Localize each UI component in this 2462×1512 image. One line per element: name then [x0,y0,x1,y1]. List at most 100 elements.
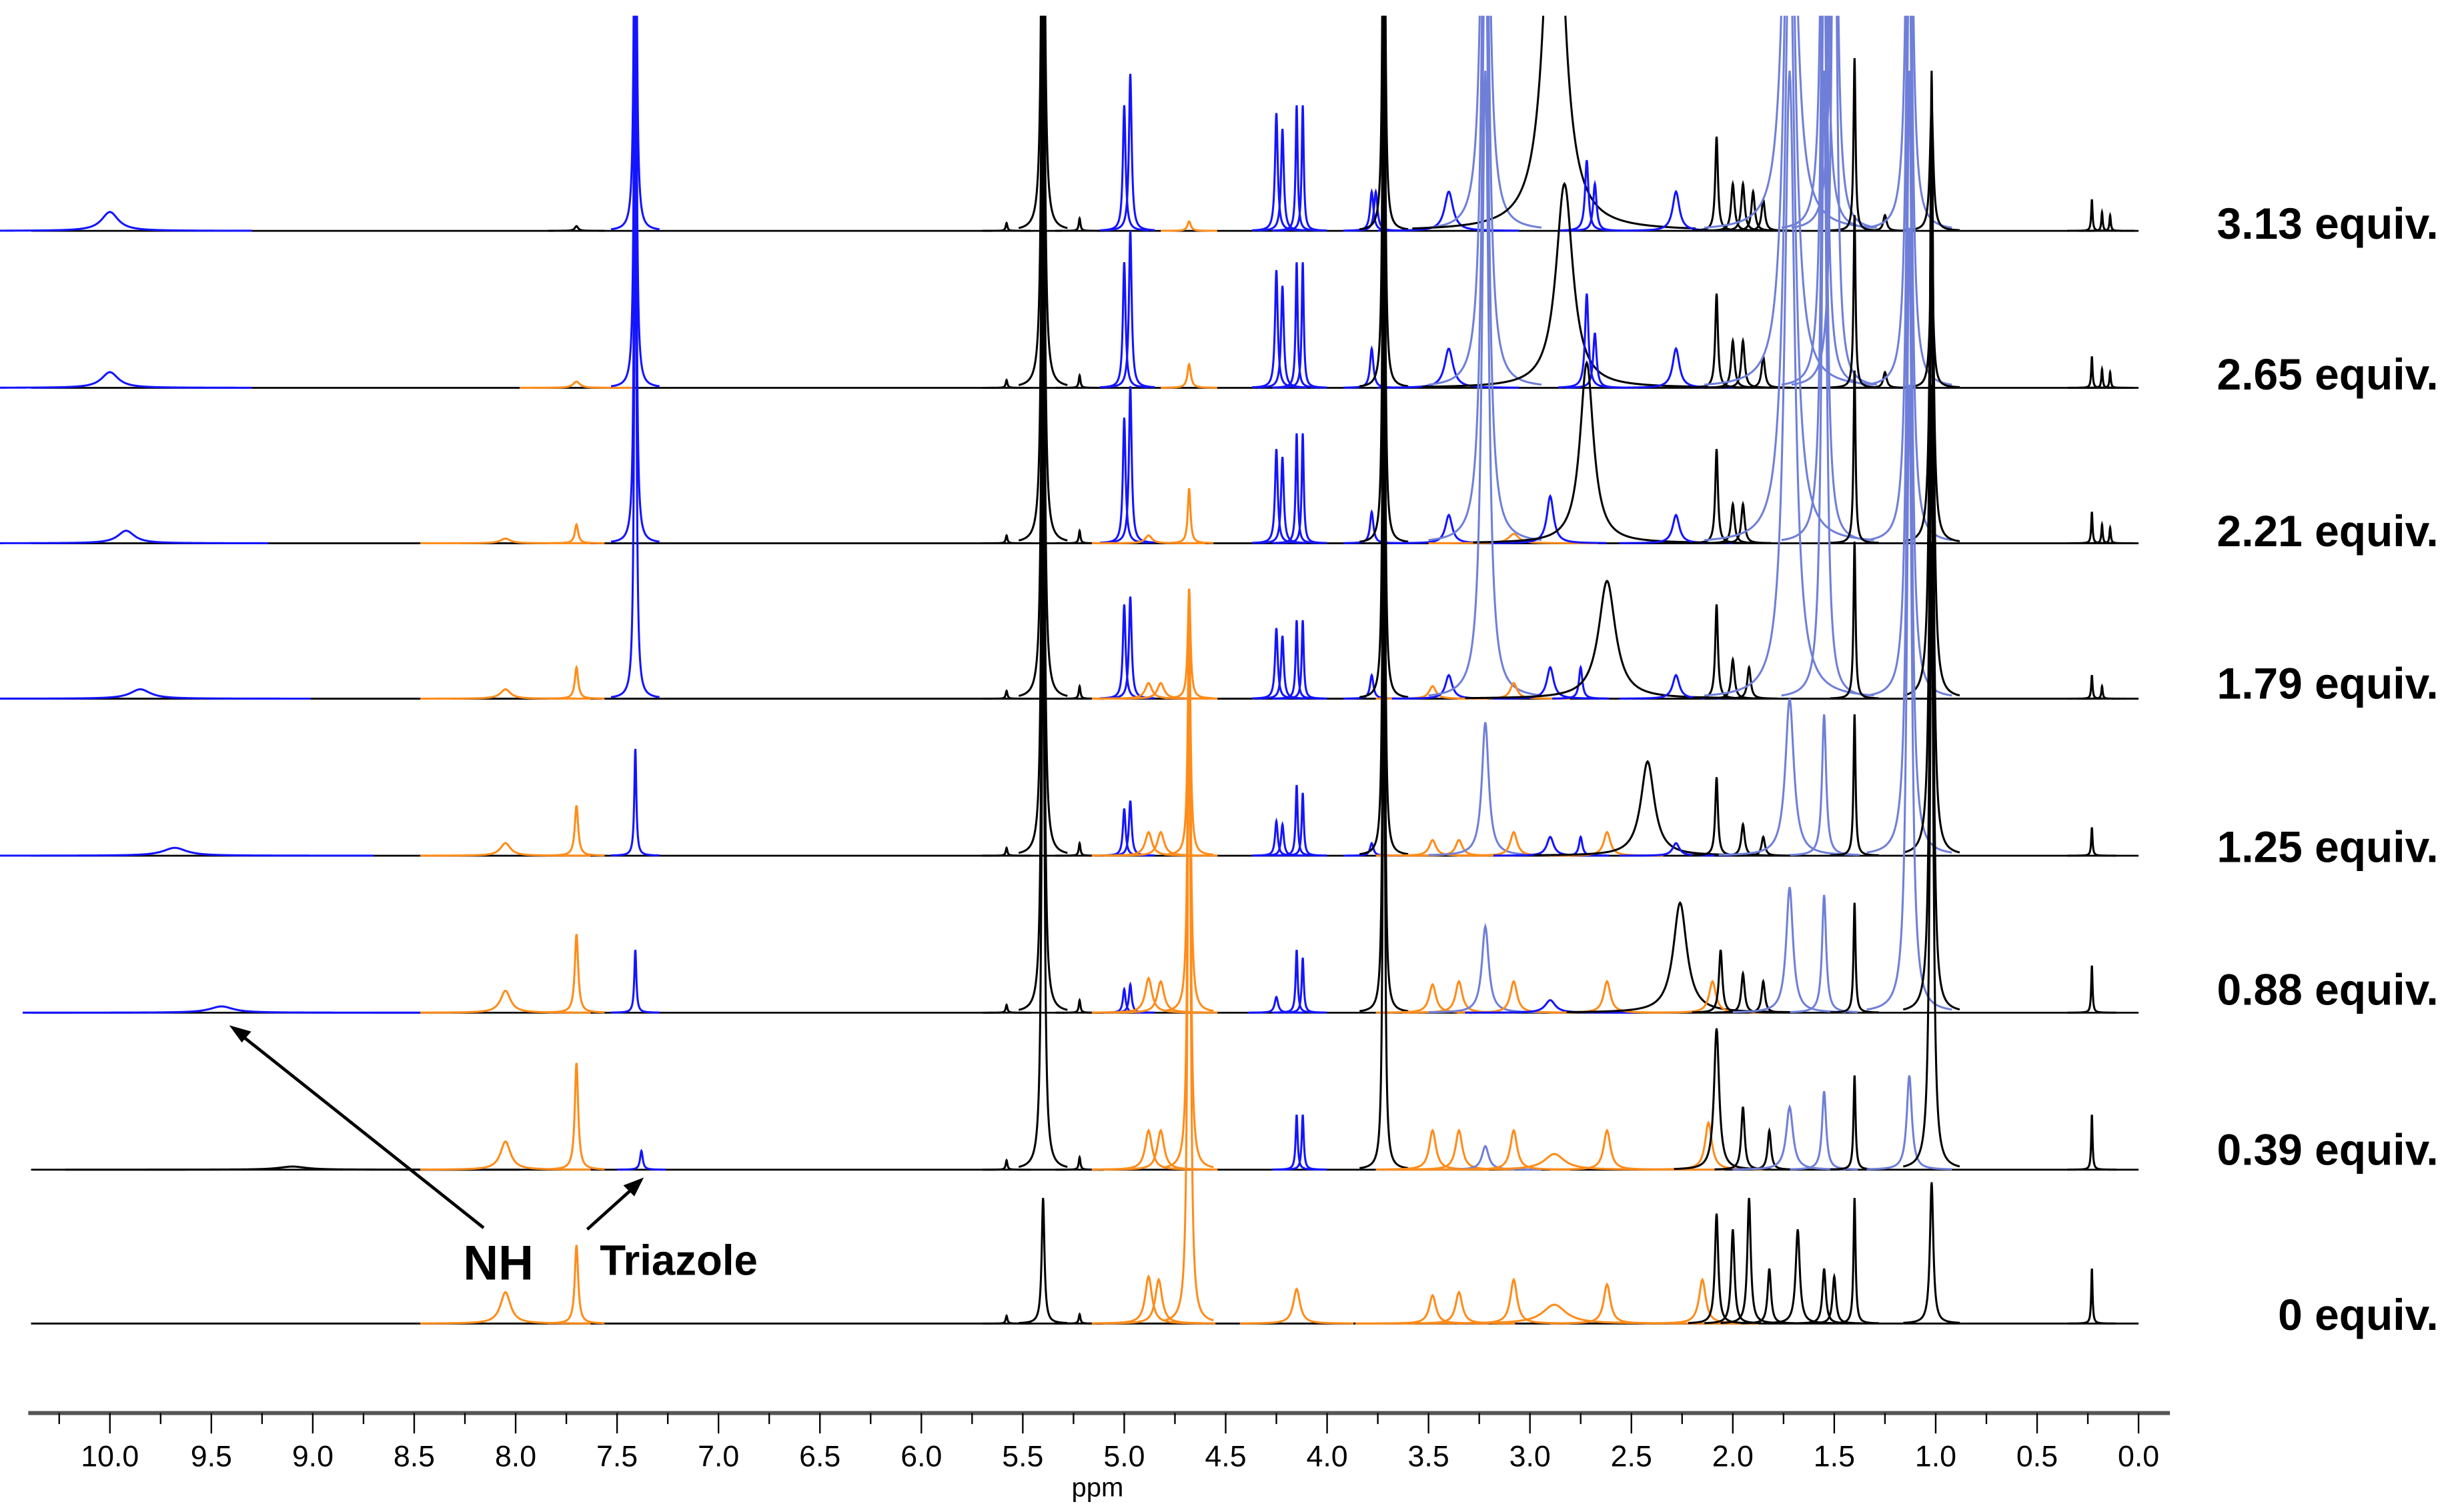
spectrum-peak [1055,840,1104,857]
spectrum-peak [1791,15,1877,386]
spectrum-peak [1165,488,1214,544]
spectrum-peak [1656,979,1769,1014]
spectrum-peak [1692,777,1742,856]
spectrum-peak [1104,979,1218,1014]
spectrum-peak [1359,542,1409,1169]
spectrum-peak [1105,800,1155,857]
spectrum-peak [982,534,1031,545]
spectrum-trace [0,70,2139,700]
spectrum-peak [982,846,1031,857]
spectrum-peak [2067,965,2116,1014]
spectrum-peak [1391,674,1505,700]
spectrum-peak [2086,368,2134,390]
spectrum-peak [1359,227,1409,856]
spectrum-peak [1019,1198,1068,1325]
spectrum-peak [1428,532,1598,544]
x-tick-label: 5.0 [1103,1441,1145,1473]
spectrum-peak [1457,1277,1570,1325]
spectrum-peak [2077,207,2126,232]
spectrum-peak [1272,950,1321,1014]
spectrum-peak [1866,70,1952,697]
spectrum-trace [31,542,2139,1171]
spectrum-peak [1359,15,1409,543]
x-axis: 10.0 9.5 9.0 8.5 8.0 7.5 7.0 6.5 6.0 5.5 5.0 4.5 4.0… [28,1411,2171,1473]
spectrum-peak [1714,970,1772,1014]
spectrum-peak [610,70,660,698]
spectrum-peak [548,1245,605,1325]
spectrum-peak [1533,760,1761,856]
spectrum-peak [1781,15,1867,542]
spectrum-peak [1278,105,1327,232]
spectrum-peak [1161,361,1217,389]
spectrum-peak [1550,1282,1664,1325]
spectrum-peak [1106,981,1155,1014]
spectrum-peak [1104,830,1218,857]
x-tick-label: 2.0 [1712,1441,1754,1473]
spectrum-peak [1055,373,1104,390]
spectrum-peak [420,1291,591,1325]
spectrum-peak [1359,15,1409,231]
spectrum-peak [1278,262,1327,389]
spectrum-peak [1099,105,1149,231]
x-tick-label: 1.5 [1814,1441,1855,1473]
spectrum-peak [1550,979,1664,1014]
spectrum-peak [982,378,1031,390]
spectrum-peak [1099,262,1149,389]
spectrum-peak [1104,682,1218,700]
spectrum-peak [0,846,374,857]
spectrum-peak [1830,542,1879,700]
x-tick-label: 9.0 [292,1441,334,1473]
x-tick-label: 7.0 [698,1441,739,1473]
spectrum-peak [610,15,660,231]
spectrum-peak [1428,722,1542,856]
x-axis-label: ppm [1072,1473,1124,1502]
spectrum-peak [420,1140,591,1171]
x-tick-label: 4.0 [1306,1441,1347,1473]
spectrum-peak [548,522,605,544]
spectrum-peak [1239,1287,1354,1325]
spectrum-peak [1278,1114,1327,1171]
spectrum-peak [1714,337,1772,389]
spectrum-peak [1018,227,1068,854]
annotations: NH Triazole [229,1025,758,1291]
spectrum-peak [1902,384,1960,1011]
spectrum-peak [1457,1128,1570,1171]
spectrum-trace [0,227,2139,857]
spectrum-peak [1091,534,1206,544]
spectrum-peak [1806,1272,1862,1325]
nh-arrowhead-icon [229,1025,251,1043]
spectrum-peak [1055,997,1104,1014]
equiv-label: 2.21 equiv. [2217,506,2439,556]
spectrum-trace [0,15,2139,390]
triazole-arrow [586,1185,636,1231]
spectrum-peak [1704,15,1874,229]
spectrum-peak [1161,220,1217,232]
spectrum-peak [1018,15,1068,386]
triazole-annotation: Triazole [600,1237,758,1284]
spectrum-peak [1781,70,1867,697]
spectrum-peak [1018,542,1068,1169]
spectrum-peak [1278,620,1327,700]
x-tick-label: 8.0 [495,1441,536,1473]
spectrum-peak [1428,70,1542,697]
spectrum-peak [2067,1268,2116,1325]
spectrum-peak [610,950,660,1014]
spectrum-peak [1692,604,1741,700]
spectrum-peak [1055,528,1104,545]
spectrum-peak [1550,1128,1664,1171]
spectrum-peak [1258,636,1307,700]
spectrum-peak [22,1005,421,1014]
spectrum-peak [1377,191,1519,232]
spectrum-peak [1383,1153,1724,1171]
x-tick-label: 6.5 [799,1441,840,1473]
spectrum-peak [1790,1090,1858,1171]
x-tick-label: 0.5 [2016,1441,2058,1473]
spectrum-peak [1902,227,1960,854]
spectrum-peak [548,225,605,232]
spectrum-peak [617,1149,666,1171]
spectrum-peak [1830,215,1879,389]
spectrum-peak [1552,664,1610,700]
spectrum-peak [1732,1104,1846,1171]
spectrum-peak [1704,1229,1762,1325]
